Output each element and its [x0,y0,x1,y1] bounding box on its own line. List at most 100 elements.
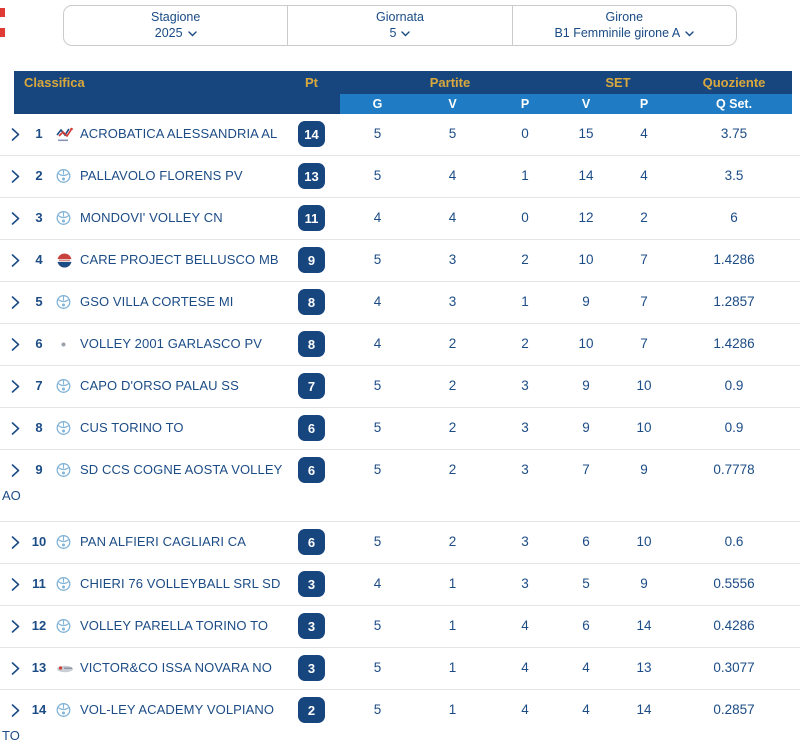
season-label: Stagione [150,10,201,24]
season-value: 2025 [154,26,183,40]
subheader-q-set: Q Set. [715,97,753,111]
team-logo-icon [56,252,73,269]
points-cell: 13 [283,163,340,189]
subheader-set-v: V [581,97,591,111]
losses: 1 [521,294,529,309]
set-quotient: 0.7778 [713,462,755,477]
left-edge-red-mark [0,8,5,17]
team-name: CAPO D'ORSO PALAU SS [80,378,239,393]
wins: 1 [448,618,457,633]
points-cell: 3 [283,571,340,597]
team-logo-icon [56,534,73,551]
sets-lost: 7 [640,336,648,351]
set-quotient: 0.3077 [713,660,755,675]
losses: 0 [521,210,529,225]
sets-won: 4 [582,702,590,717]
sets-won: 7 [582,462,590,477]
points-badge: 6 [298,529,325,555]
chevron-right-icon[interactable] [11,704,20,717]
table-header: Classifica Pt Partite SET Quoziente [14,71,792,94]
team-name: VOLLEY PARELLA TORINO TO [80,618,269,633]
points-badge: 9 [298,247,325,273]
losses: 3 [521,462,529,477]
losses: 0 [521,126,529,141]
team-logo-icon [56,168,73,185]
sets-lost: 4 [640,168,648,183]
team-cell: 11 CHIERI 76 VOLLEYBALL SRL SD [2,571,283,597]
chevron-right-icon[interactable] [11,578,20,591]
set-quotient: 0.6 [724,534,744,549]
set-quotient: 1.4286 [713,252,755,267]
sets-won: 12 [578,210,594,225]
header-pt: Pt [305,75,318,90]
points-badge: 3 [298,613,325,639]
team-name: MONDOVI' VOLLEY CN [80,210,223,225]
sets-won: 14 [578,168,594,183]
team-logo-icon [56,126,73,143]
table-subheader: G V P V P Q Set. [14,94,792,114]
wins: 2 [448,378,457,393]
rank: 2 [35,168,43,183]
chevron-right-icon[interactable] [11,464,20,477]
team-cell: 5 GSO VILLA CORTESE MI [2,289,283,315]
points-cell: 8 [283,289,340,315]
table-row: 2 PALLAVOLO FLORENS PV 13 5 4 1 14 4 3.5 [0,156,800,198]
chevron-right-icon[interactable] [11,380,20,393]
table-row: 12 VOLLEY PARELLA TORINO TO 3 5 1 4 6 14 … [0,606,800,648]
table-body: 1 ACROBATICA ALESSANDRIA AL 14 5 5 0 15 4… [0,114,800,748]
chevron-right-icon[interactable] [11,128,20,141]
sets-lost: 9 [640,462,648,477]
points-cell: 7 [283,373,340,399]
sets-lost: 10 [636,534,652,549]
team-logo-icon [56,294,73,311]
matchday-value: 5 [389,26,397,40]
team-cell: 13 VICTOR&CO ISSA NOVARA NO [2,655,283,681]
subheader-p: P [520,97,530,111]
chevron-right-icon[interactable] [11,170,20,183]
team-logo-icon [56,702,73,719]
team-logo-icon [56,618,73,635]
chevron-right-icon[interactable] [11,338,20,351]
games-played: 5 [373,168,382,183]
chevron-right-icon[interactable] [11,620,20,633]
team-name: PAN ALFIERI CAGLIARI CA [80,534,247,549]
subheader-set-p: P [639,97,649,111]
team-logo-icon [56,462,73,479]
subheader-v: V [448,97,457,111]
team-cell: 8 CUS TORINO TO [2,415,283,441]
team-cell: 1 ACROBATICA ALESSANDRIA AL [2,121,283,147]
season-dropdown[interactable]: Stagione 2025 [64,6,287,45]
team-name: CARE PROJECT BELLUSCO MB [80,252,279,267]
chevron-right-icon[interactable] [11,296,20,309]
matchday-dropdown[interactable]: Giornata 5 [287,6,511,45]
chevron-right-icon[interactable] [11,254,20,267]
rank: 10 [31,534,47,549]
points-badge: 3 [298,571,325,597]
table-row: 8 CUS TORINO TO 6 5 2 3 9 10 0.9 [0,408,800,450]
sets-won: 10 [578,336,594,351]
rank: 3 [35,210,43,225]
points-badge: 13 [298,163,325,189]
team-logo-icon [56,576,73,593]
chevron-right-icon[interactable] [11,662,20,675]
chevron-right-icon[interactable] [11,422,20,435]
team-name: VICTOR&CO ISSA NOVARA NO [80,660,272,675]
losses: 3 [521,420,529,435]
chevron-right-icon[interactable] [11,536,20,549]
sets-won: 5 [582,576,590,591]
sets-lost: 9 [640,576,648,591]
points-cell: 3 [283,655,340,681]
losses: 2 [521,336,529,351]
chevron-right-icon[interactable] [11,212,20,225]
points-badge: 14 [298,121,325,147]
points-cell: 2 [283,697,340,723]
games-played: 4 [373,294,382,309]
games-played: 5 [373,660,382,675]
sets-lost: 7 [640,294,648,309]
losses: 4 [521,660,529,675]
games-played: 5 [373,462,382,477]
games-played: 4 [373,210,382,225]
group-dropdown[interactable]: Girone B1 Femminile girone A [511,6,736,45]
points-cell: 14 [283,121,340,147]
points-cell: 6 [283,457,340,483]
